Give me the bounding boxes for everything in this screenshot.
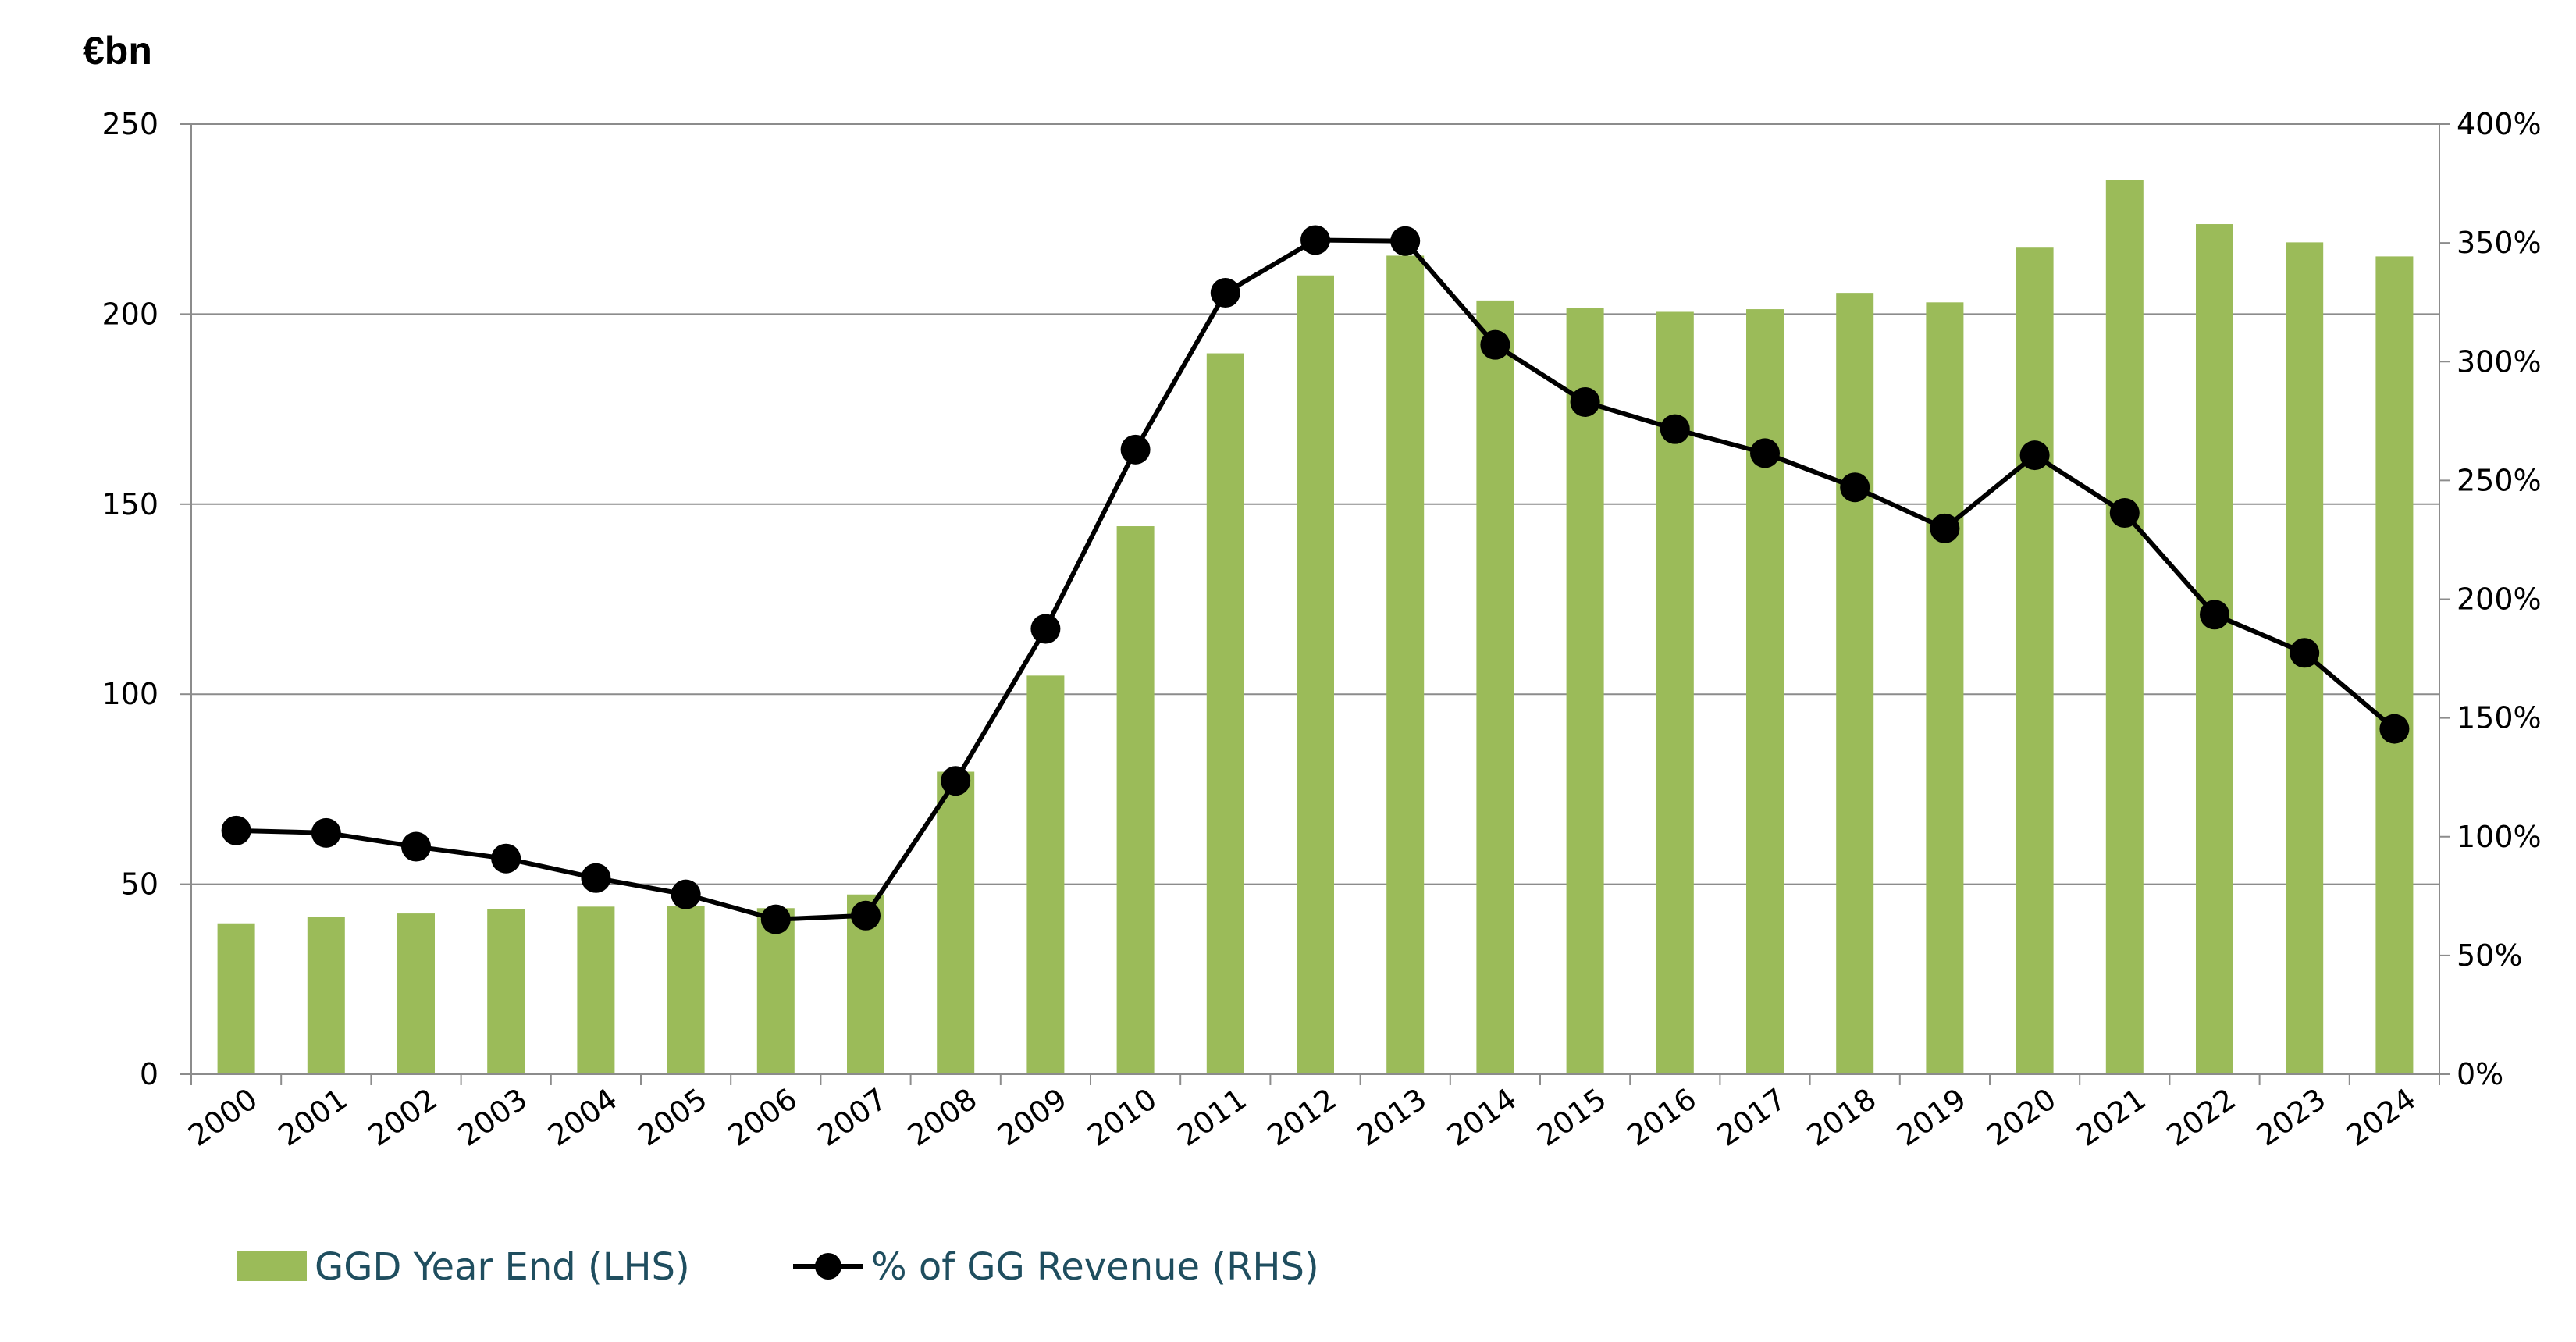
line-point [851,900,881,931]
line-point [1210,278,1240,308]
x-axis-tick-label: 2008 [902,1081,983,1153]
line-point [311,817,341,848]
x-axis-tick-label: 2007 [812,1081,893,1153]
x-axis-tick-label: 2009 [991,1081,1073,1153]
x-axis-tick-label: 2017 [1711,1081,1792,1153]
bar [1566,308,1604,1074]
right-axis-tick-label: 350% [2457,226,2542,260]
line-point [581,863,611,893]
x-axis-tick-label: 2003 [452,1081,533,1153]
bar [1297,275,1334,1074]
x-axis-tick-label: 2022 [2161,1081,2242,1153]
legend: GGD Year End (LHS) % of GG Revenue (RHS) [237,1245,1319,1289]
right-axis-tick-label: 400% [2457,107,2542,141]
x-axis-tick-label: 2013 [1351,1081,1432,1153]
x-axis-tick-label: 2004 [542,1081,623,1153]
line-point [491,843,521,874]
right-axis-tick-label: 50% [2457,938,2522,973]
line-point [1390,226,1421,256]
bar [487,909,525,1074]
bar [1476,300,1514,1074]
right-axis-tick-label: 0% [2457,1057,2503,1091]
x-axis-tick-label: 2019 [1891,1081,1972,1153]
bar [1746,309,1784,1074]
right-axis-tick-label: 300% [2457,344,2542,379]
line-point [2290,638,2320,668]
bar [2375,256,2414,1075]
x-axis-tick-label: 2006 [721,1081,802,1153]
bar [1836,293,1874,1075]
bar [1386,255,1425,1074]
right-axis-tick-label: 200% [2457,582,2542,617]
x-axis-tick-label: 2001 [272,1081,353,1153]
legend-swatch-marker [815,1253,841,1280]
bar [577,906,615,1074]
left-axis-tick-label: 200 [101,297,158,331]
line-point [941,766,971,796]
bar [667,906,705,1074]
bar [217,923,255,1074]
right-axis-tick-label: 150% [2457,701,2542,735]
line-point [2379,714,2410,744]
line-point [671,879,701,909]
line-point [2109,498,2140,529]
line-point [1030,614,1061,644]
x-axis-tick-label: 2012 [1261,1081,1343,1153]
bar [1116,526,1155,1074]
line-point [2200,600,2229,630]
left-axis-tick-label: 250 [101,107,158,141]
bar [307,917,345,1074]
line-point [1750,438,1780,468]
bar [397,913,435,1074]
x-axis-tick-label: 2018 [1801,1081,1882,1153]
legend-swatch-bars [237,1251,307,1281]
x-axis-tick-label: 2024 [2340,1081,2421,1153]
bar [756,908,795,1074]
line-series [221,225,2410,934]
x-axis-tick-label: 2000 [182,1081,263,1153]
line-point [1300,225,1330,255]
x-axis-tick-label: 2011 [1171,1081,1252,1153]
x-axis-tick-label: 2014 [1441,1081,1522,1153]
line-point [1480,329,1510,360]
x-axis-tick-label: 2020 [1980,1081,2062,1153]
left-axis-unit-label: €bn [83,29,152,73]
bar [1026,675,1065,1074]
x-axis-tick-label: 2023 [2250,1081,2332,1153]
right-axis-tick-label: 250% [2457,463,2542,497]
left-axis-tick-label: 0 [140,1057,158,1091]
x-axis-tick-label: 2015 [1531,1081,1612,1153]
legend-label-line: % of GG Revenue (RHS) [871,1245,1319,1289]
left-axis-tick-label: 150 [101,487,158,521]
x-axis-tick-label: 2021 [2070,1081,2151,1153]
x-axis-tick-label: 2016 [1621,1081,1702,1153]
bar [1206,353,1244,1074]
right-axis-tick-label: 100% [2457,820,2542,854]
line-point [1930,513,1960,543]
line-point [2019,440,2050,471]
bar [1926,302,1964,1074]
bar [2105,180,2144,1075]
left-axis-tick-label: 100 [101,677,158,711]
bar [937,771,975,1074]
legend-label-bars: GGD Year End (LHS) [315,1245,690,1289]
x-axis-tick-label: 2002 [362,1081,443,1153]
bar [2196,224,2233,1074]
x-axis-tick-label: 2005 [632,1081,713,1153]
line-point [760,904,791,934]
bar [2016,247,2054,1075]
x-axis-tick-label: 2010 [1081,1081,1162,1153]
line-point [1840,472,1870,503]
line-point [1570,386,1600,417]
line-point [401,831,431,862]
left-axis-tick-label: 50 [121,867,158,902]
line-point [1660,414,1690,444]
line-point [221,815,251,845]
line-point [1120,434,1151,465]
